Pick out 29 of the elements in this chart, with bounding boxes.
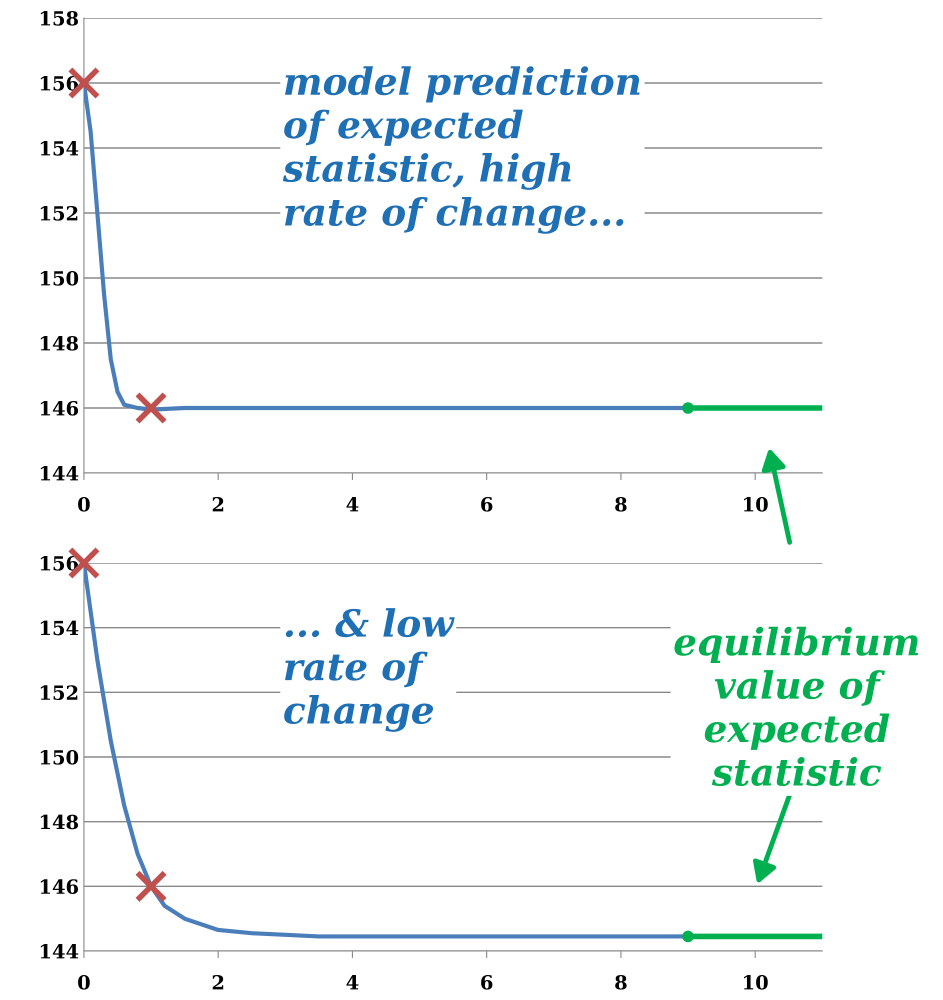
x-tick-label: 6 <box>481 974 492 990</box>
y-tick-label: 152 <box>40 206 78 221</box>
x-tick-label: 4 <box>346 974 358 990</box>
y-tick-label: 150 <box>40 750 78 765</box>
x-tick-label: 2 <box>212 496 224 512</box>
x-tick-label: 8 <box>615 974 627 990</box>
x-tick-label: 10 <box>744 974 768 990</box>
y-tick-label: 146 <box>40 879 78 894</box>
y-tick-label: 148 <box>40 336 78 351</box>
y-tick-label: 154 <box>40 140 78 156</box>
y-tick-label: 144 <box>40 944 78 958</box>
x-tick-label: 0 <box>78 974 90 990</box>
annotation: equilibrium value of expected statistic <box>674 626 918 786</box>
y-tick-label: 154 <box>40 620 78 636</box>
point <box>682 930 694 942</box>
x-tick-label: 2 <box>212 974 224 990</box>
annotation: model prediction of expected statistic, high rate of change... <box>282 66 640 234</box>
x-tick-label: 4 <box>346 496 358 512</box>
annotation: ... & low rate of change <box>284 608 455 732</box>
y-tick-label: 150 <box>40 270 78 286</box>
y-tick-label: 146 <box>40 400 78 416</box>
x-tick-label: 0 <box>78 496 90 512</box>
y-tick-label: 158 <box>40 10 78 26</box>
y-tick-label: 148 <box>40 814 78 830</box>
x-tick-label: 6 <box>481 496 492 512</box>
y-tick-label: 144 <box>40 466 78 480</box>
x-tick-label: 10 <box>744 496 768 512</box>
x-tick-label: 8 <box>615 496 627 512</box>
y-tick-label: 152 <box>40 685 78 700</box>
